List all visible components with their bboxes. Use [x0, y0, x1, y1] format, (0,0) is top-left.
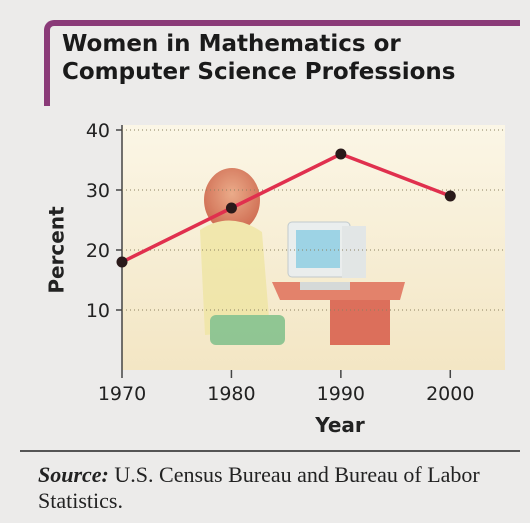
- y-tick-label: 30: [86, 180, 110, 202]
- x-tick-label: 1990: [317, 383, 365, 405]
- x-axis-label: Year: [314, 413, 365, 437]
- y-tick-label: 40: [86, 120, 110, 142]
- page: Women in Mathematics or Computer Science…: [0, 0, 530, 523]
- data-point: [226, 203, 237, 214]
- source-label: Source:: [38, 462, 109, 487]
- y-axis-label: Percent: [45, 206, 69, 294]
- data-point: [117, 257, 128, 268]
- x-tick-label: 1970: [98, 383, 146, 405]
- source-note: Source: U.S. Census Bureau and Bureau of…: [38, 462, 498, 514]
- chart: Percent Year 10 20 30 40 1970 1980 1990 2000: [0, 0, 530, 450]
- x-tick-label: 2000: [426, 383, 474, 405]
- y-tick-label: 10: [86, 300, 110, 322]
- divider: [20, 450, 520, 452]
- data-point: [335, 149, 346, 160]
- x-tick-label: 1980: [207, 383, 255, 405]
- data-point: [445, 191, 456, 202]
- y-tick-label: 20: [86, 240, 110, 262]
